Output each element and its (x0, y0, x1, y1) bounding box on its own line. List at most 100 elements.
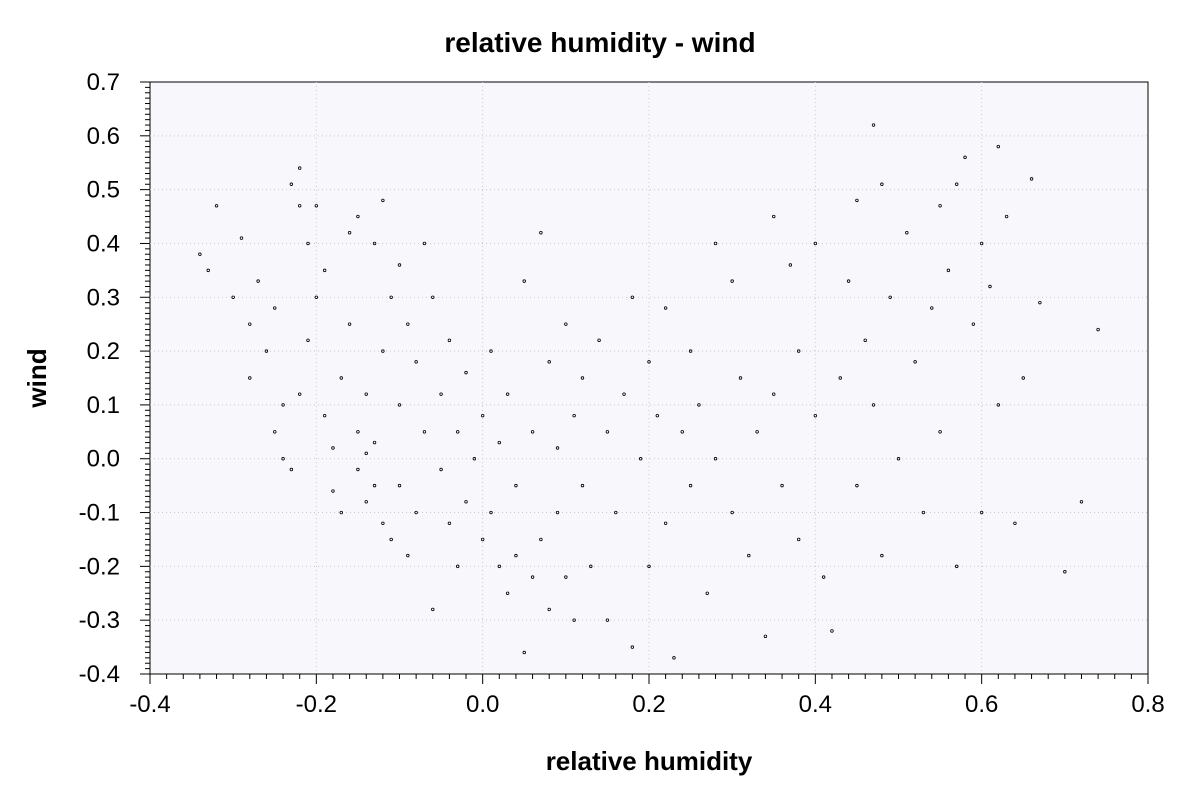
data-point (447, 338, 452, 343)
data-point (564, 575, 568, 579)
data-point (381, 198, 385, 203)
data-point (397, 483, 402, 488)
data-point (464, 370, 468, 375)
data-point (738, 376, 743, 380)
data-point (389, 295, 393, 299)
data-point (547, 360, 551, 364)
y-tick-label: -0.4 (79, 661, 120, 688)
data-point (1038, 300, 1042, 305)
data-point (356, 467, 360, 472)
data-point (381, 349, 385, 353)
data-point (580, 376, 585, 380)
data-point (638, 457, 643, 461)
data-point (281, 403, 285, 407)
data-point (356, 430, 360, 434)
data-point (988, 284, 992, 289)
data-point (730, 279, 734, 283)
y-tick-label: -0.3 (79, 607, 120, 634)
chart-title: relative humidity - wind (444, 27, 755, 58)
data-point (1063, 570, 1067, 574)
y-tick-label: 0.7 (87, 69, 120, 96)
data-point (439, 392, 443, 396)
data-point (930, 306, 934, 310)
data-point (688, 483, 693, 488)
data-point (880, 553, 884, 558)
data-point (955, 182, 959, 186)
data-point (248, 376, 252, 380)
data-point (780, 483, 784, 488)
data-point (414, 510, 418, 515)
data-point (788, 263, 793, 267)
data-point (322, 413, 327, 418)
data-point (480, 537, 485, 542)
data-point (356, 214, 360, 219)
data-point (539, 537, 543, 542)
data-point (688, 349, 693, 353)
data-point (406, 322, 410, 326)
data-point (663, 306, 668, 310)
y-tick-label: 0.5 (87, 177, 120, 204)
data-point (938, 204, 942, 208)
data-point (1013, 521, 1017, 526)
data-point (331, 489, 335, 493)
data-point (489, 349, 493, 353)
data-point (871, 403, 876, 407)
y-tick-label: 0.0 (87, 446, 120, 473)
y-axis-ticks: -0.4 -0.3 -0.2 -0.1 0.0 0.1 0.2 0.3 0.4 0.5 0.6 0.7 (79, 69, 150, 688)
data-point (713, 241, 718, 246)
data-point (647, 564, 651, 569)
y-tick-label: 0.2 (87, 338, 120, 365)
data-point (273, 306, 277, 310)
data-point (347, 322, 352, 326)
data-point (281, 457, 285, 461)
data-point (264, 349, 269, 353)
data-point (539, 230, 543, 235)
data-point (863, 338, 867, 343)
data-point (655, 413, 660, 418)
data-point (530, 575, 535, 579)
data-point (605, 430, 610, 434)
y-tick-label: 0.3 (87, 284, 120, 311)
y-tick-label: -0.1 (79, 500, 120, 527)
x-tick-label: 0.4 (799, 691, 832, 718)
x-tick-label: -0.2 (296, 691, 337, 718)
data-point (339, 376, 343, 380)
data-point (314, 295, 319, 299)
data-point (813, 413, 818, 418)
data-point (888, 295, 892, 299)
data-point (306, 241, 310, 246)
data-point (589, 564, 593, 569)
data-point (755, 430, 759, 434)
data-point (447, 521, 452, 526)
data-point (256, 279, 260, 283)
data-point (630, 295, 635, 299)
data-point (497, 440, 501, 445)
data-point (372, 483, 377, 488)
data-point (505, 392, 510, 396)
data-point (730, 510, 734, 515)
data-point (905, 230, 909, 235)
data-point (439, 467, 443, 472)
x-tick-label: 0.2 (632, 691, 665, 718)
data-point (763, 634, 768, 639)
data-point (697, 403, 701, 407)
data-point (364, 451, 368, 456)
data-point (705, 591, 709, 595)
data-point (322, 268, 327, 273)
data-point (979, 241, 984, 246)
data-point (198, 252, 202, 256)
data-point (248, 322, 252, 326)
data-point (306, 338, 310, 343)
x-tick-label: 0.8 (1131, 691, 1164, 718)
data-point (339, 510, 343, 515)
data-point (647, 360, 651, 364)
data-point (239, 236, 244, 240)
data-point (547, 607, 551, 612)
data-point (938, 430, 942, 434)
data-point (846, 279, 851, 283)
data-point (206, 268, 210, 273)
data-point (522, 650, 526, 655)
data-point (996, 403, 1000, 407)
data-point (747, 553, 751, 558)
data-point (1079, 500, 1084, 504)
